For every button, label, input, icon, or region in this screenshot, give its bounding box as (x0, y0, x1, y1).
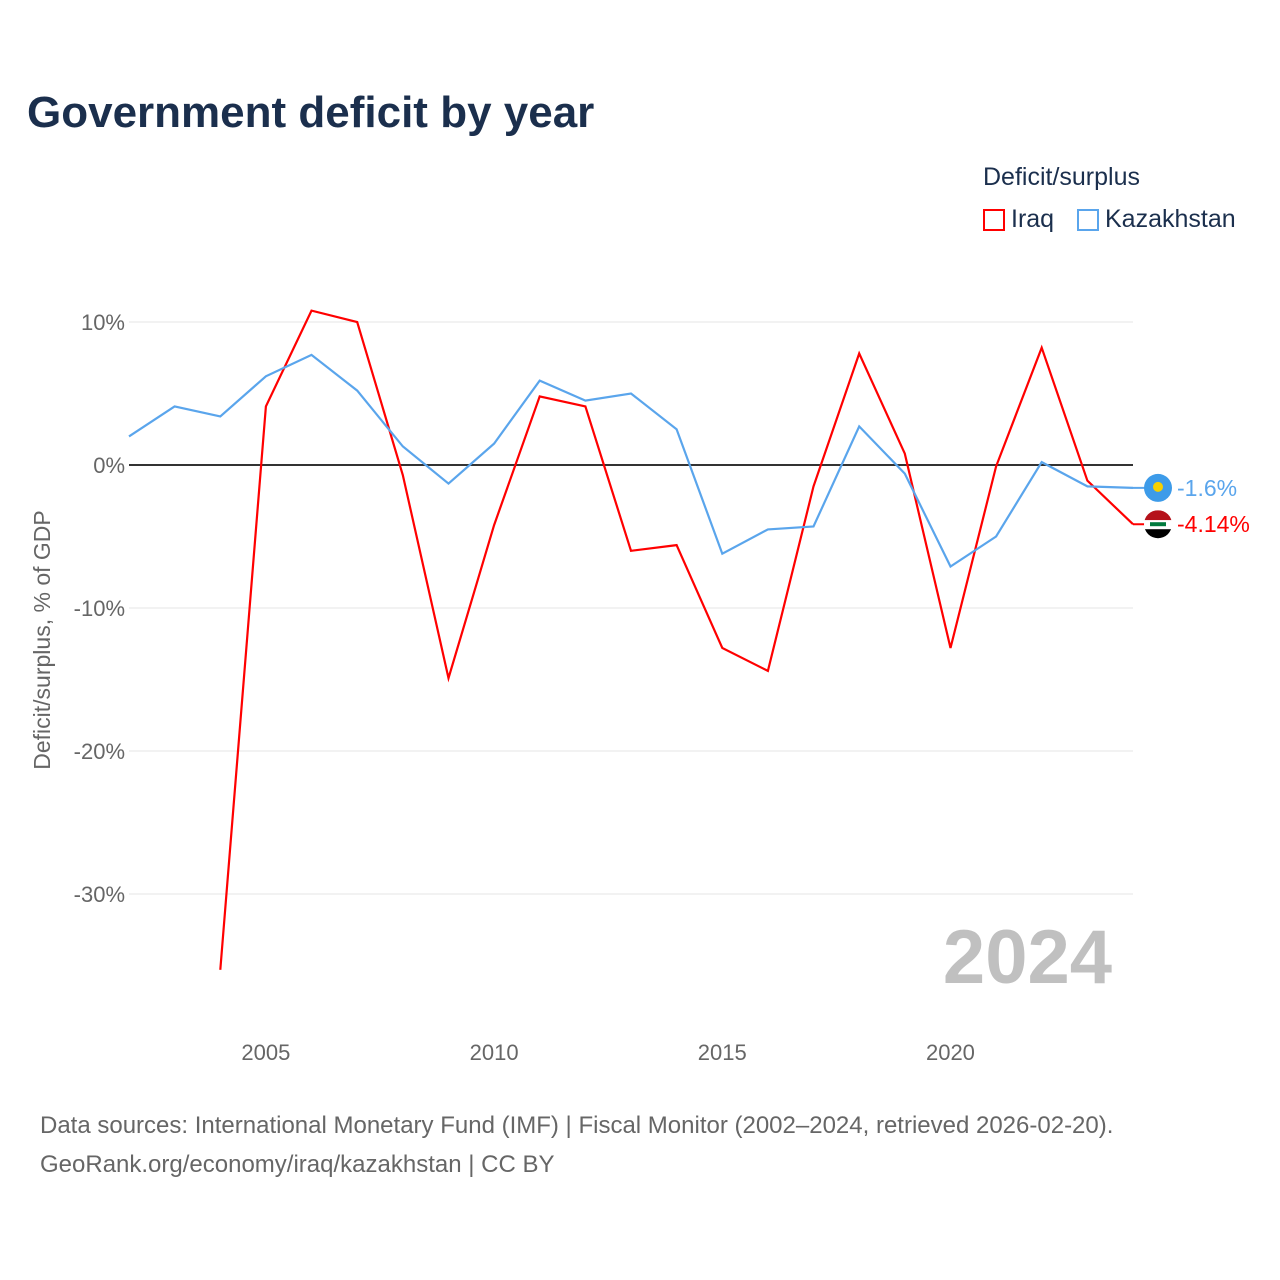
legend-label-iraq: Iraq (1011, 205, 1055, 233)
flag-body (1144, 510, 1172, 539)
x-tick-label: 2015 (698, 1040, 747, 1065)
kazakhstan-flag-icon (1144, 473, 1172, 502)
y-tick-label: -30% (74, 882, 125, 907)
flag-red (1144, 510, 1172, 521)
chart-plot: 10% 0% -10% -20% -30% 2005 2010 2015 2020 2024 D… (29, 309, 1250, 1065)
footer: Data sources: International Monetary Fun… (40, 1106, 1113, 1184)
y-tick-label: 0% (93, 453, 125, 478)
flag-script (1150, 522, 1166, 527)
attribution-link[interactable]: GeoRank.org/economy/iraq/kazakhstan | CC… (40, 1151, 555, 1178)
chart-title: Government deficit by year (27, 88, 595, 137)
source-text: Data sources: International Monetary Fun… (40, 1112, 1114, 1139)
y-axis-label: Deficit/surplus, % of GDP (29, 510, 55, 769)
series-line-kazakhstan (128, 353, 1134, 569)
x-tick-label: 2005 (241, 1040, 290, 1065)
y-tick-label: -20% (74, 739, 125, 764)
year-watermark: 2024 (943, 915, 1112, 1000)
y-tick-label: -10% (74, 596, 125, 621)
legend-label-kazakhstan: Kazakhstan (1105, 205, 1236, 233)
flag-sun (1153, 481, 1163, 492)
end-value-label-iraq: -4.14% (1177, 511, 1250, 537)
legend-swatch-iraq (983, 208, 1005, 231)
legend-swatch-kazakhstan (1077, 208, 1099, 231)
series-line-iraq (219, 309, 1134, 970)
legend-item-kazakhstan[interactable]: Kazakhstan (1077, 205, 1236, 234)
y-tick-label: 10% (81, 310, 125, 335)
flag-black (1144, 529, 1172, 539)
iraq-flag-icon (1144, 510, 1172, 539)
end-value-label-kazakhstan: -1.6% (1177, 475, 1237, 501)
legend-title: Deficit/surplus (983, 163, 1140, 191)
x-tick-label: 2020 (926, 1040, 975, 1065)
legend-item-iraq[interactable]: Iraq (983, 205, 1054, 234)
x-tick-label: 2010 (470, 1040, 519, 1065)
